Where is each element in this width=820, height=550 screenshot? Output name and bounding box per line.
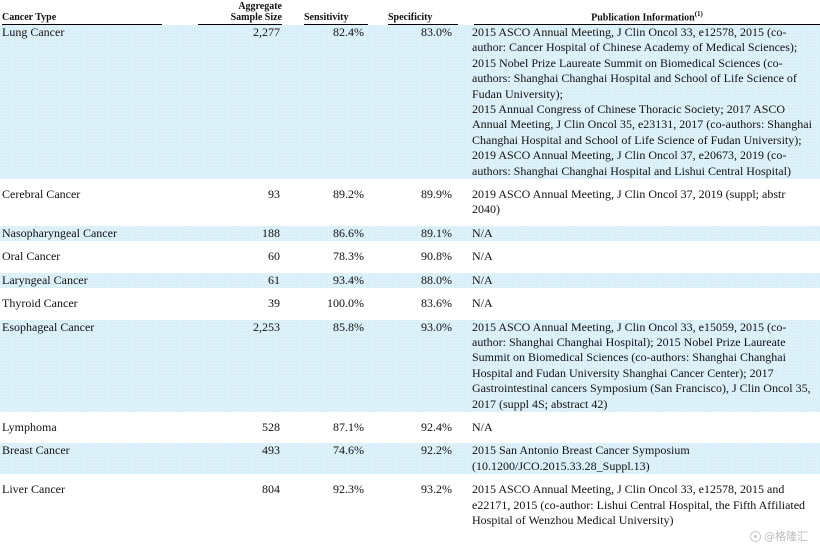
cell-sensitivity: 100.0% bbox=[294, 296, 378, 312]
cell-publication: N/A bbox=[468, 225, 820, 242]
watermark-text: @格隆汇 bbox=[764, 530, 808, 543]
header-sample-size: Aggregate Sample Size bbox=[198, 0, 294, 25]
cell-publication: 2019 ASCO Annual Meeting, J Clin Oncol 3… bbox=[468, 187, 820, 218]
cell-cancer-type: Oral Cancer bbox=[0, 249, 198, 265]
publication-text: 2015 Annual Congress of Chinese Thoracic… bbox=[472, 102, 812, 178]
cell-cancer-type: Esophageal Cancer bbox=[0, 319, 198, 412]
cell-publication: N/A bbox=[468, 419, 820, 436]
cell-sensitivity: 82.4% bbox=[294, 25, 378, 180]
cell-publication: 2015 ASCO Annual Meeting, J Clin Oncol 3… bbox=[468, 482, 820, 529]
cell-specificity: 83.6% bbox=[378, 296, 468, 312]
cell-specificity: 92.2% bbox=[378, 443, 468, 475]
cell-publication: 2015 ASCO Annual Meeting, J Clin Oncol 3… bbox=[468, 25, 820, 180]
table-row: Lung Cancer 2,277 82.4% 83.0% 2015 ASCO … bbox=[0, 25, 820, 180]
table-row: Laryngeal Cancer 61 93.4% 88.0% N/A bbox=[0, 272, 820, 289]
header-publication: Publication Information(1) bbox=[468, 0, 820, 25]
cell-cancer-type: Breast Cancer bbox=[0, 443, 198, 475]
cell-cancer-type: Nasopharyngeal Cancer bbox=[0, 225, 198, 242]
cell-publication: 2015 ASCO Annual Meeting, J Clin Oncol 3… bbox=[468, 319, 820, 412]
cell-sample-size: 528 bbox=[198, 419, 294, 436]
cell-sample-size: 93 bbox=[198, 187, 294, 218]
table-row: Thyroid Cancer 39 100.0% 83.6% N/A bbox=[0, 296, 820, 312]
table-row: Lymphoma 528 87.1% 92.4% N/A bbox=[0, 419, 820, 436]
header-sensitivity: Sensitivity bbox=[294, 0, 378, 25]
cell-specificity: 83.0% bbox=[378, 25, 468, 180]
cell-sensitivity: 92.3% bbox=[294, 482, 378, 529]
cell-sensitivity: 78.3% bbox=[294, 249, 378, 265]
cell-sensitivity: 87.1% bbox=[294, 419, 378, 436]
cell-sensitivity: 85.8% bbox=[294, 319, 378, 412]
cell-sample-size: 188 bbox=[198, 225, 294, 242]
header-row: Cancer Type Aggregate Sample Size Sensiti… bbox=[0, 0, 820, 25]
table-row: Cerebral Cancer 93 89.2% 89.9% 2019 ASCO… bbox=[0, 187, 820, 218]
table-row: Liver Cancer 804 92.3% 93.2% 2015 ASCO A… bbox=[0, 482, 820, 529]
cell-sample-size: 493 bbox=[198, 443, 294, 475]
cancer-detection-table: Cancer Type Aggregate Sample Size Sensiti… bbox=[0, 0, 820, 529]
cell-specificity: 92.4% bbox=[378, 419, 468, 436]
cell-cancer-type: Laryngeal Cancer bbox=[0, 272, 198, 289]
header-specificity: Specificity bbox=[378, 0, 468, 25]
cell-cancer-type: Thyroid Cancer bbox=[0, 296, 198, 312]
cell-sensitivity: 93.4% bbox=[294, 272, 378, 289]
cell-publication: 2015 San Antonio Breast Cancer Symposium… bbox=[468, 443, 820, 475]
table-row: Oral Cancer 60 78.3% 90.8% N/A bbox=[0, 249, 820, 265]
cell-sample-size: 61 bbox=[198, 272, 294, 289]
cell-sensitivity: 89.2% bbox=[294, 187, 378, 218]
cell-sample-size: 39 bbox=[198, 296, 294, 312]
header-cancer-type: Cancer Type bbox=[0, 0, 198, 25]
table-row: Esophageal Cancer 2,253 85.8% 93.0% 2015… bbox=[0, 319, 820, 412]
cell-sensitivity: 74.6% bbox=[294, 443, 378, 475]
cell-sample-size: 2,277 bbox=[198, 25, 294, 180]
cell-sample-size: 60 bbox=[198, 249, 294, 265]
cell-specificity: 90.8% bbox=[378, 249, 468, 265]
cell-cancer-type: Lymphoma bbox=[0, 419, 198, 436]
cell-sample-size: 804 bbox=[198, 482, 294, 529]
cell-publication: N/A bbox=[468, 249, 820, 265]
table-row: Nasopharyngeal Cancer 188 86.6% 89.1% N/… bbox=[0, 225, 820, 242]
table-row: Breast Cancer 493 74.6% 92.2% 2015 San A… bbox=[0, 443, 820, 475]
watermark: @格隆汇 bbox=[750, 528, 808, 544]
cell-publication: N/A bbox=[468, 296, 820, 312]
cell-specificity: 88.0% bbox=[378, 272, 468, 289]
cell-specificity: 89.1% bbox=[378, 225, 468, 242]
cell-specificity: 93.2% bbox=[378, 482, 468, 529]
cell-sample-size: 2,253 bbox=[198, 319, 294, 412]
publication-text: 2015 ASCO Annual Meeting, J Clin Oncol 3… bbox=[472, 25, 798, 101]
cell-publication: N/A bbox=[468, 272, 820, 289]
cell-cancer-type: Cerebral Cancer bbox=[0, 187, 198, 218]
cell-cancer-type: Lung Cancer bbox=[0, 25, 198, 180]
cell-specificity: 89.9% bbox=[378, 187, 468, 218]
watermark-logo-icon bbox=[750, 530, 761, 542]
cell-sensitivity: 86.6% bbox=[294, 225, 378, 242]
cell-cancer-type: Liver Cancer bbox=[0, 482, 198, 529]
cell-specificity: 93.0% bbox=[378, 319, 468, 412]
